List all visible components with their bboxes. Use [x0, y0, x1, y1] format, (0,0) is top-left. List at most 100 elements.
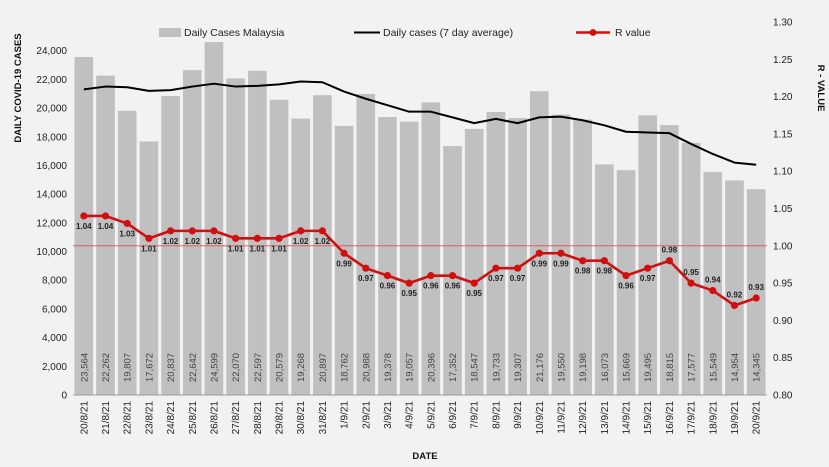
r-value-label: 1.01	[250, 244, 266, 253]
x-tick-label: 10/9/21	[535, 401, 546, 435]
r-value-label: 1.04	[76, 222, 92, 231]
y-right-tick-label: 1.00	[773, 241, 793, 252]
r-value-point	[579, 257, 587, 265]
r-value-label: 0.95	[466, 289, 482, 298]
r-value-point	[123, 219, 131, 228]
bar-value-label: 19,550	[556, 353, 567, 382]
r-value-point	[275, 234, 283, 242]
r-value-label: 0.97	[358, 274, 374, 283]
r-value-point	[709, 286, 717, 295]
x-tick-label: 8/9/21	[491, 401, 502, 429]
bar	[529, 91, 549, 396]
bar	[74, 56, 94, 395]
x-tick-label: 5/9/21	[426, 401, 437, 429]
x-tick-label: 11/9/21	[556, 401, 567, 434]
r-value-label: 1.01	[228, 244, 244, 253]
r-value-label: 0.98	[575, 267, 591, 276]
bar	[746, 189, 766, 395]
bar	[595, 164, 614, 395]
r-value-point	[730, 301, 739, 310]
y-right-tick-label: 0.85	[773, 353, 793, 364]
bar-value-label: 20,579	[275, 353, 286, 382]
bar	[703, 171, 723, 395]
r-value-point	[362, 264, 370, 272]
y-left-tick-label: 12,000	[36, 218, 67, 229]
bar-value-label: 16,073	[600, 353, 611, 382]
y-right-tick-label: 0.95	[773, 279, 793, 290]
r-value-point	[470, 279, 478, 287]
x-tick-label: 20/9/21	[752, 401, 763, 435]
r-value-point	[210, 227, 218, 235]
bar	[725, 180, 744, 395]
r-value-point	[101, 212, 110, 220]
bar	[334, 125, 354, 395]
x-tick-label: 6/9/21	[448, 401, 459, 429]
r-value-point	[318, 227, 327, 235]
x-tick-label: 22/8/21	[123, 401, 134, 435]
legend-label: Daily cases (7 day average)	[383, 27, 513, 39]
x-tick-label: 19/9/21	[730, 401, 741, 435]
r-value-point	[600, 257, 608, 265]
r-value-point	[80, 212, 88, 220]
bar	[96, 75, 115, 396]
legend: Daily Cases Malaysia Daily cases (7 day a…	[159, 27, 651, 39]
y-right-tick-label: 0.80	[773, 391, 793, 402]
bar	[616, 170, 636, 395]
r-value-label: 0.97	[640, 274, 656, 283]
bar-value-label: 24,599	[209, 353, 220, 382]
bar-value-label: 19,198	[578, 353, 589, 382]
r-value-label: 1.02	[315, 237, 331, 246]
r-value-label: 1.02	[206, 237, 222, 246]
r-value-label: 1.01	[271, 244, 287, 253]
r-value-label: 0.95	[683, 268, 699, 277]
y-left-tick-label: 6,000	[42, 304, 67, 315]
r-value-point	[166, 227, 175, 235]
x-tick-label: 31/8/21	[318, 401, 329, 435]
x-tick-label: 15/9/21	[643, 401, 654, 435]
r-value-point	[513, 264, 522, 272]
bar	[269, 99, 289, 395]
r-value-label: 0.92	[727, 290, 743, 299]
bar	[378, 117, 397, 395]
bar-value-label: 19,378	[383, 353, 394, 382]
x-tick-label: 1/9/21	[340, 401, 351, 429]
r-value-point	[145, 234, 153, 242]
bar-value-label: 14,954	[730, 353, 741, 382]
bar-value-label: 22,262	[101, 353, 112, 382]
x-tick-label: 14/9/21	[622, 401, 633, 435]
bar-value-label: 22,597	[253, 353, 264, 382]
y-left-tick-label: 10,000	[36, 247, 67, 258]
r-value-point	[665, 257, 674, 265]
r-value-label: 0.96	[445, 282, 461, 291]
y-left-tick-label: 0	[61, 391, 67, 402]
x-tick-label: 28/8/21	[253, 401, 264, 435]
legend-swatch-bar	[159, 28, 181, 37]
r-value-label: 1.02	[184, 237, 200, 246]
r-value-point	[383, 272, 392, 280]
x-tick-label: 29/8/21	[275, 401, 286, 435]
bar-value-label: 17,672	[144, 353, 155, 382]
legend-label: R value	[615, 27, 651, 39]
r-value-point	[405, 279, 413, 287]
r-value-point	[752, 294, 760, 302]
bar-value-label: 21,176	[535, 353, 546, 382]
y-left-tick-label: 16,000	[36, 161, 67, 172]
bar	[117, 110, 137, 395]
r-value-label: 0.98	[597, 267, 613, 276]
r-value-label: 0.97	[488, 274, 504, 283]
bar-value-label: 18,762	[340, 353, 351, 382]
x-tick-label: 30/8/21	[296, 401, 307, 435]
x-tick-label: 17/9/21	[687, 401, 698, 435]
axes: 0 2,000 4,000 6,000 8,000 10,000 12,000 14,000 1…	[36, 18, 792, 435]
bar-value-label: 20,837	[166, 353, 177, 382]
bar	[486, 111, 506, 395]
y-left-tick-label: 4,000	[42, 333, 67, 344]
bar	[291, 118, 311, 395]
r-value-point	[232, 234, 240, 242]
x-tick-label: 21/8/21	[101, 401, 112, 435]
y-right-tick-label: 0.90	[773, 316, 793, 327]
bar-series: 23,564 22,262 19,807 17,672 20,837 22,642 24,5…	[74, 42, 766, 396]
bar-value-label: 17,577	[687, 353, 698, 382]
bar-value-label: 19,307	[513, 353, 524, 382]
y-left-tick-label: 20,000	[36, 104, 67, 115]
